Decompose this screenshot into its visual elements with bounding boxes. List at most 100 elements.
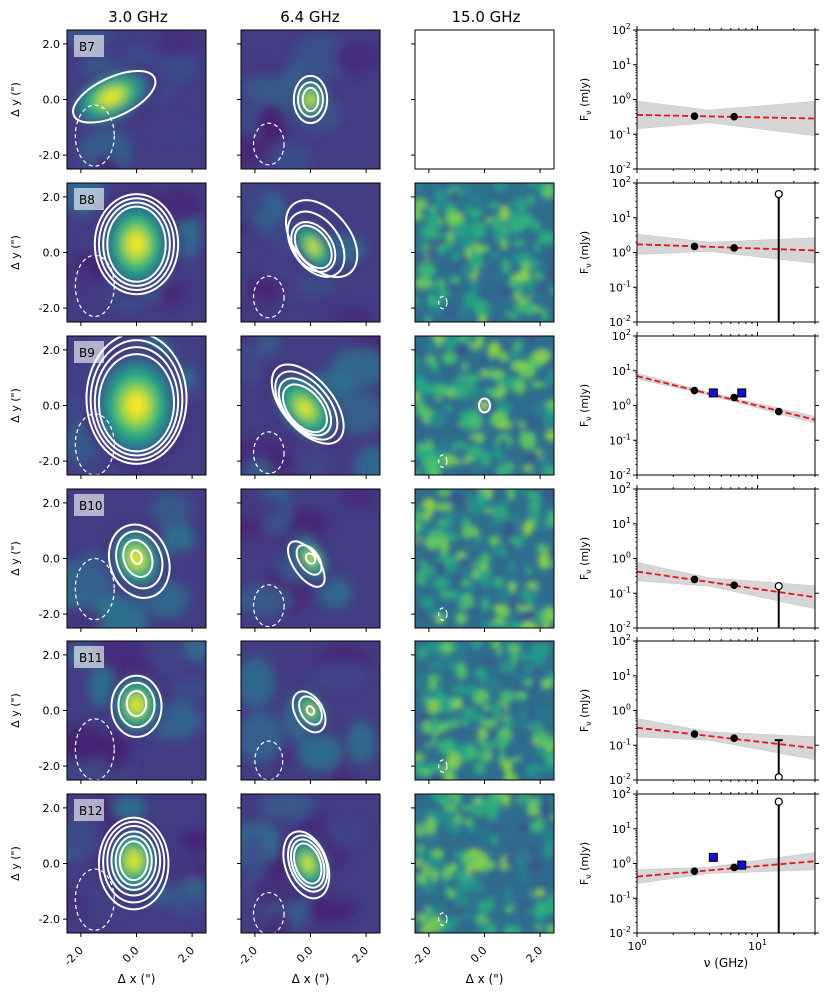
image-x-label: Δ x (") <box>292 972 330 986</box>
noise-blob <box>415 823 427 837</box>
source-emission <box>106 824 162 898</box>
noise-blob <box>536 262 548 276</box>
flux-point <box>730 581 738 590</box>
extra-flux-point <box>737 860 747 870</box>
noise-blob <box>437 248 447 256</box>
sed-plot-area <box>637 373 815 424</box>
source-level <box>132 554 141 563</box>
noise-blob <box>493 505 509 522</box>
noise-blob <box>415 183 423 196</box>
noise-blob <box>456 662 467 681</box>
noise-blob <box>440 436 450 454</box>
noise-blob <box>415 506 427 514</box>
noise-blob <box>519 433 537 450</box>
noise-blob <box>462 518 472 532</box>
background-blob <box>303 899 357 922</box>
noise-blob <box>441 352 457 365</box>
noise-blob <box>416 375 423 392</box>
sed-plot-area <box>637 100 815 137</box>
noise-blob <box>481 286 498 300</box>
noise-blob <box>544 399 554 409</box>
fit-confidence-band <box>637 233 815 264</box>
source-level <box>300 403 310 414</box>
noise-blob <box>468 683 477 699</box>
upper-limit-marker <box>774 773 783 780</box>
sed-y-label: Fν (mJy) <box>578 231 593 274</box>
noise-blob <box>542 794 551 811</box>
noise-blob <box>462 464 475 475</box>
noise-blob <box>499 351 509 363</box>
noise-blob <box>531 719 539 732</box>
noise-blob <box>507 643 522 653</box>
noise-blob <box>445 212 462 226</box>
noise-blob <box>524 567 534 575</box>
noise-blob <box>483 388 498 397</box>
noise-blob <box>486 237 495 255</box>
source-label-box <box>74 341 104 363</box>
panel-content <box>241 641 380 780</box>
noise-blob <box>474 913 484 925</box>
background-blob <box>318 576 353 609</box>
upper-limit-marker <box>774 189 783 199</box>
sed-background <box>637 30 815 169</box>
contour <box>298 695 323 726</box>
noise-blob <box>446 751 461 770</box>
beam-ellipse <box>252 892 285 933</box>
noise-blob <box>444 532 460 541</box>
noise-blob <box>527 354 538 370</box>
noise-blob <box>536 610 545 623</box>
noise-blob <box>484 850 495 857</box>
sed-y-tick-label: 102 <box>612 786 631 801</box>
noise-blob <box>484 923 497 933</box>
fit-confidence-band <box>637 562 815 610</box>
noise-blob <box>430 716 439 734</box>
noise-blob <box>432 345 442 356</box>
image-panel-0: -2.0 0.0 2.0 B8 Δ y (") <box>9 182 207 326</box>
image-panel-1: -2.0 0.0 2.0 Δ x (") <box>236 793 381 986</box>
source-label: B7 <box>79 40 95 54</box>
noise-blob <box>434 615 445 624</box>
noise-blob <box>424 313 432 322</box>
sed-x-label: ν (GHz) <box>704 956 749 970</box>
image-panel-2 <box>411 335 555 479</box>
beam-ellipse <box>438 454 448 468</box>
noise-blob <box>434 560 447 578</box>
noise-blob <box>484 912 494 922</box>
noise-blob <box>416 288 429 307</box>
noise-blob <box>457 306 472 318</box>
noise-blob <box>425 547 434 556</box>
flux-point <box>774 407 783 416</box>
noise-blob <box>530 381 546 388</box>
source-level <box>308 96 313 103</box>
noise-blob <box>550 286 554 295</box>
noise-blob <box>460 565 473 580</box>
noise-blob <box>447 897 454 912</box>
noise-blob <box>452 714 468 722</box>
noise-blob <box>494 578 505 587</box>
background-blob <box>241 496 283 520</box>
contour <box>296 81 325 118</box>
fit-confidence-band <box>637 718 815 761</box>
sed-y-tick-label: 101 <box>612 363 631 378</box>
y-tick-label: 0.0 <box>43 705 61 718</box>
noise-blob <box>499 205 509 222</box>
noise-blob <box>455 613 467 625</box>
image-panel-1 <box>237 488 381 632</box>
sed-y-label: Fν (mJy) <box>578 842 593 885</box>
noise-blob <box>466 535 478 550</box>
noise-blob <box>437 739 455 755</box>
sed-y-label: Fν (mJy) <box>578 689 593 732</box>
noise-blob <box>544 841 553 859</box>
noise-blob <box>470 880 484 894</box>
noise-blob <box>457 497 468 507</box>
noise-blob <box>440 810 458 822</box>
noise-blob <box>434 394 442 402</box>
noise-blob <box>519 550 531 562</box>
noise-blob <box>486 794 502 808</box>
background-blob <box>250 875 308 906</box>
noise-blob <box>469 714 485 722</box>
flux-point <box>730 734 738 742</box>
noise-blob <box>464 606 478 615</box>
image-panel-1 <box>237 335 381 479</box>
noise-blob <box>457 418 474 429</box>
